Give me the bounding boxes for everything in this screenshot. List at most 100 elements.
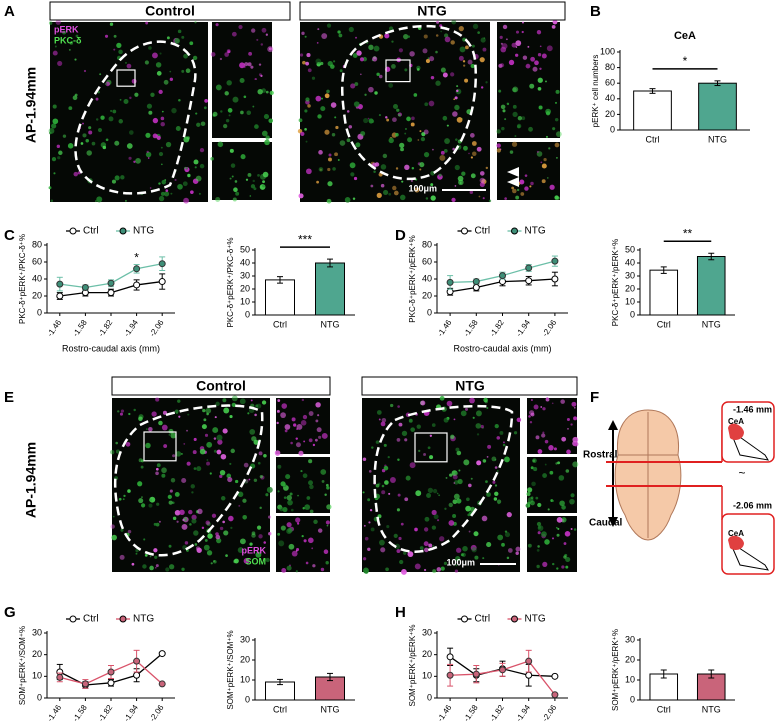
cell (364, 536, 369, 541)
cell (302, 60, 306, 65)
cell (472, 151, 477, 157)
cell (163, 444, 168, 448)
point (525, 657, 533, 665)
cell (512, 87, 517, 93)
cell (291, 417, 296, 422)
group-title: Control (196, 378, 246, 394)
cell (494, 484, 498, 487)
cell (454, 164, 460, 171)
point (56, 280, 64, 288)
cell (68, 48, 71, 51)
y-axis-label: PKC-δ⁺pERK⁺/PKC-δ⁺% (18, 234, 27, 324)
cell (155, 134, 158, 137)
cell (318, 167, 324, 172)
cell (411, 166, 415, 170)
cell (515, 40, 522, 47)
cell (210, 562, 213, 565)
cell (227, 108, 233, 113)
cell (515, 551, 519, 556)
cell (123, 494, 126, 498)
cell (128, 156, 132, 160)
cell (191, 514, 197, 520)
cell (500, 46, 507, 53)
cell (277, 464, 282, 469)
section-level: -1.46 mm (733, 404, 772, 414)
legend-marker (69, 227, 77, 235)
cell (239, 62, 245, 69)
cell (494, 466, 498, 469)
cell (436, 20, 440, 24)
cell (174, 178, 177, 182)
cell (187, 413, 190, 416)
cell (439, 536, 445, 542)
cell (364, 93, 367, 96)
cell (119, 98, 122, 101)
cell (165, 189, 169, 192)
cell (472, 23, 479, 30)
cell (253, 478, 258, 483)
x-tick-label: -1.94 (514, 318, 532, 339)
cell (536, 30, 542, 35)
cell (450, 40, 455, 45)
cell (262, 184, 266, 188)
cell (554, 142, 560, 148)
cell (436, 492, 439, 495)
cell (308, 411, 314, 416)
cell (97, 91, 100, 94)
cell (266, 486, 273, 493)
cell (265, 33, 268, 36)
cell (164, 191, 170, 197)
cell (418, 449, 421, 453)
cell (548, 445, 554, 451)
cell (530, 500, 535, 506)
cell (57, 156, 61, 160)
x-tick-label: -1.94 (122, 318, 140, 339)
cell (330, 102, 337, 108)
cell (296, 423, 303, 430)
cell (492, 480, 496, 484)
cell (317, 414, 320, 417)
cell (215, 197, 221, 203)
cell (502, 441, 505, 444)
cell (148, 503, 153, 508)
cell (151, 411, 157, 417)
cell (401, 180, 404, 183)
bar (265, 279, 295, 316)
cell (50, 199, 54, 203)
cell (335, 125, 339, 130)
cell (138, 416, 143, 422)
cell (280, 412, 286, 419)
cell (427, 446, 431, 450)
cell (540, 406, 543, 408)
cell (312, 564, 316, 568)
cell (244, 62, 249, 67)
cell (52, 104, 57, 109)
cell (147, 157, 150, 159)
cell (506, 102, 510, 106)
cell (248, 478, 251, 481)
cell (472, 416, 475, 419)
panel-letter: H (395, 604, 406, 621)
cell (128, 412, 131, 416)
cell (82, 133, 87, 138)
cell (373, 170, 376, 173)
cell (334, 116, 337, 119)
cell (414, 563, 421, 570)
y-tick-label: 50 (625, 244, 635, 254)
point (133, 671, 141, 679)
cell (210, 157, 214, 161)
cell (254, 124, 259, 129)
legend-marker (119, 227, 127, 235)
cell (468, 152, 470, 155)
point (525, 277, 533, 285)
cell (435, 34, 439, 37)
cell (497, 534, 504, 541)
cell (452, 499, 458, 505)
cell (348, 26, 354, 33)
cell (182, 518, 185, 522)
cell (150, 92, 155, 97)
cell (243, 65, 246, 68)
cell (368, 86, 374, 93)
cell (454, 104, 460, 111)
cell (438, 173, 442, 177)
